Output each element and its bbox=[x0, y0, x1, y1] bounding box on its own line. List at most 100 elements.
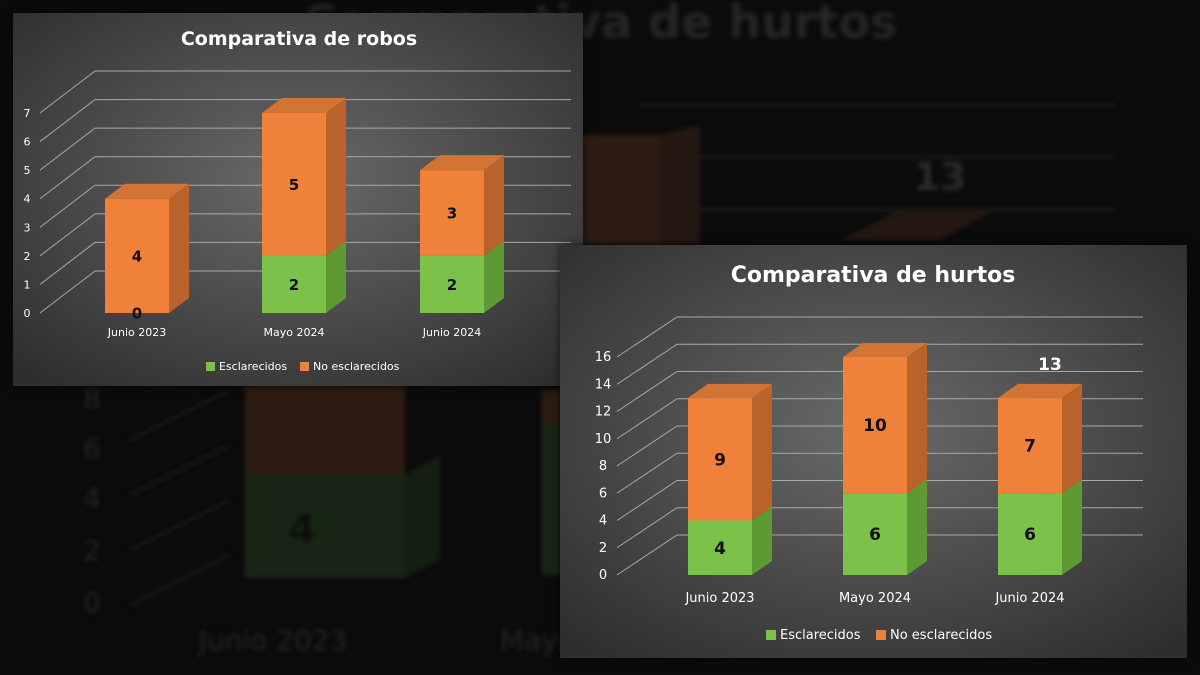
bar-segment-front bbox=[420, 170, 484, 256]
gridline bbox=[616, 371, 1143, 412]
bar-top bbox=[262, 98, 346, 113]
bar-segment-side bbox=[1062, 479, 1082, 575]
gridline bbox=[39, 127, 571, 171]
y-tick-label: 5 bbox=[24, 164, 31, 177]
data-label: 0 bbox=[132, 304, 142, 322]
gridline bbox=[39, 270, 571, 314]
data-label: 4 bbox=[132, 247, 142, 265]
bar-segment-front bbox=[998, 493, 1062, 575]
gridline bbox=[616, 398, 1143, 440]
chart-hurtos: Comparativa de hurtos 0 2 4 6 8 10 12 14 16 4 9 6 1… bbox=[560, 245, 1187, 658]
bar-segment-side bbox=[484, 155, 504, 256]
data-label: 4 bbox=[714, 539, 726, 559]
bar-segment-side bbox=[907, 479, 927, 575]
legend-swatch bbox=[206, 362, 215, 371]
data-label: 2 bbox=[447, 276, 457, 294]
background-y-tick: 2 bbox=[83, 534, 101, 567]
chart-robos: Comparativa de robos 0 1 2 3 4 5 6 7 0 4 2 5 2 3 Jun… bbox=[13, 13, 583, 386]
data-label: 5 bbox=[289, 176, 299, 194]
category-label: Mayo 2024 bbox=[264, 326, 325, 339]
y-tick-label: 1 bbox=[24, 278, 31, 291]
bar-top bbox=[843, 343, 927, 357]
y-tick-label: 4 bbox=[599, 514, 607, 529]
background-bar-green bbox=[245, 475, 405, 578]
legend-label: No esclarecidos bbox=[313, 360, 400, 373]
background-y-tick: 0 bbox=[83, 586, 101, 619]
bar-segment-front bbox=[843, 493, 907, 575]
gridline bbox=[616, 480, 1143, 521]
bar-segment-side bbox=[907, 343, 927, 494]
gridline bbox=[39, 241, 571, 285]
bar-segment-front bbox=[262, 113, 326, 256]
legend-swatch bbox=[766, 630, 776, 640]
chart-title: Comparativa de hurtos bbox=[731, 263, 1016, 288]
bar-top bbox=[420, 155, 504, 171]
y-tick-label: 8 bbox=[599, 459, 607, 474]
background-bar-label: 4 bbox=[288, 507, 316, 553]
bar-top bbox=[688, 383, 772, 398]
y-tick-label: 3 bbox=[24, 221, 31, 234]
background-bar-orange bbox=[245, 385, 405, 475]
gridline bbox=[616, 425, 1143, 467]
data-label: 2 bbox=[289, 276, 299, 294]
category-label: Junio 2023 bbox=[107, 326, 166, 339]
gridline bbox=[39, 70, 571, 114]
gridline bbox=[616, 452, 1143, 494]
chart-title: Comparativa de robos bbox=[181, 28, 417, 50]
y-tick-label: 14 bbox=[595, 377, 612, 392]
y-tick-label: 7 bbox=[24, 107, 31, 120]
bar-segment-side bbox=[752, 506, 772, 575]
bar-top bbox=[105, 183, 189, 199]
legend-label: Esclarecidos bbox=[219, 360, 287, 373]
gridline bbox=[616, 316, 1143, 358]
bar-segment-side bbox=[169, 183, 189, 313]
bar-segment-front bbox=[420, 255, 484, 313]
background-value-label: 13 bbox=[914, 155, 967, 199]
data-label: 9 bbox=[714, 450, 726, 470]
y-tick-label: 10 bbox=[595, 432, 612, 447]
bar-segment-side bbox=[1062, 383, 1082, 494]
legend-swatch bbox=[300, 362, 309, 371]
bar-segment-front bbox=[843, 357, 907, 494]
gridline bbox=[616, 343, 1143, 385]
category-label: Junio 2024 bbox=[422, 326, 481, 339]
y-tick-label: 16 bbox=[595, 350, 612, 365]
bar-segment-front bbox=[688, 520, 752, 575]
total-label: 13 bbox=[1038, 355, 1062, 375]
legend-swatch bbox=[876, 630, 886, 640]
bar-top bbox=[998, 383, 1082, 398]
gridline bbox=[39, 99, 571, 142]
chart-panel-robos: Comparativa de robos 0 1 2 3 4 5 6 7 0 4 2 5 2 3 Jun… bbox=[13, 13, 583, 386]
y-tick-label: 12 bbox=[595, 405, 612, 420]
data-label: 10 bbox=[863, 416, 887, 436]
gridline bbox=[39, 213, 571, 257]
bar-segment-side bbox=[484, 240, 504, 313]
bar-segment-front bbox=[262, 255, 326, 313]
background-y-tick: 4 bbox=[83, 482, 101, 515]
y-tick-label: 6 bbox=[24, 136, 31, 149]
gridline bbox=[616, 534, 1143, 576]
data-label: 3 bbox=[447, 204, 457, 222]
gridline bbox=[616, 507, 1143, 549]
bar-segment-side bbox=[326, 240, 346, 313]
y-tick-label: 4 bbox=[24, 193, 31, 206]
data-label: 6 bbox=[869, 525, 881, 545]
bar-segment-side bbox=[752, 383, 772, 521]
bar-segment-side bbox=[326, 98, 346, 256]
category-label: Junio 2023 bbox=[684, 591, 754, 606]
background-category: Junio 2023 bbox=[197, 624, 348, 657]
y-tick-label: 0 bbox=[599, 568, 607, 583]
y-tick-label: 0 bbox=[24, 307, 31, 320]
legend-label: No esclarecidos bbox=[890, 628, 992, 643]
category-label: Mayo 2024 bbox=[839, 591, 911, 606]
bar-segment-front bbox=[105, 198, 169, 313]
background-y-tick: 8 bbox=[83, 382, 101, 415]
chart-panel-hurtos: Comparativa de hurtos 0 2 4 6 8 10 12 14 16 4 9 6 1… bbox=[560, 245, 1187, 658]
background-y-tick: 6 bbox=[83, 432, 101, 465]
bar-segment-front bbox=[688, 397, 752, 521]
bar-segment-front bbox=[998, 397, 1062, 494]
category-label: Junio 2024 bbox=[994, 591, 1064, 606]
y-tick-label: 6 bbox=[599, 486, 607, 501]
data-label: 6 bbox=[1024, 525, 1036, 545]
